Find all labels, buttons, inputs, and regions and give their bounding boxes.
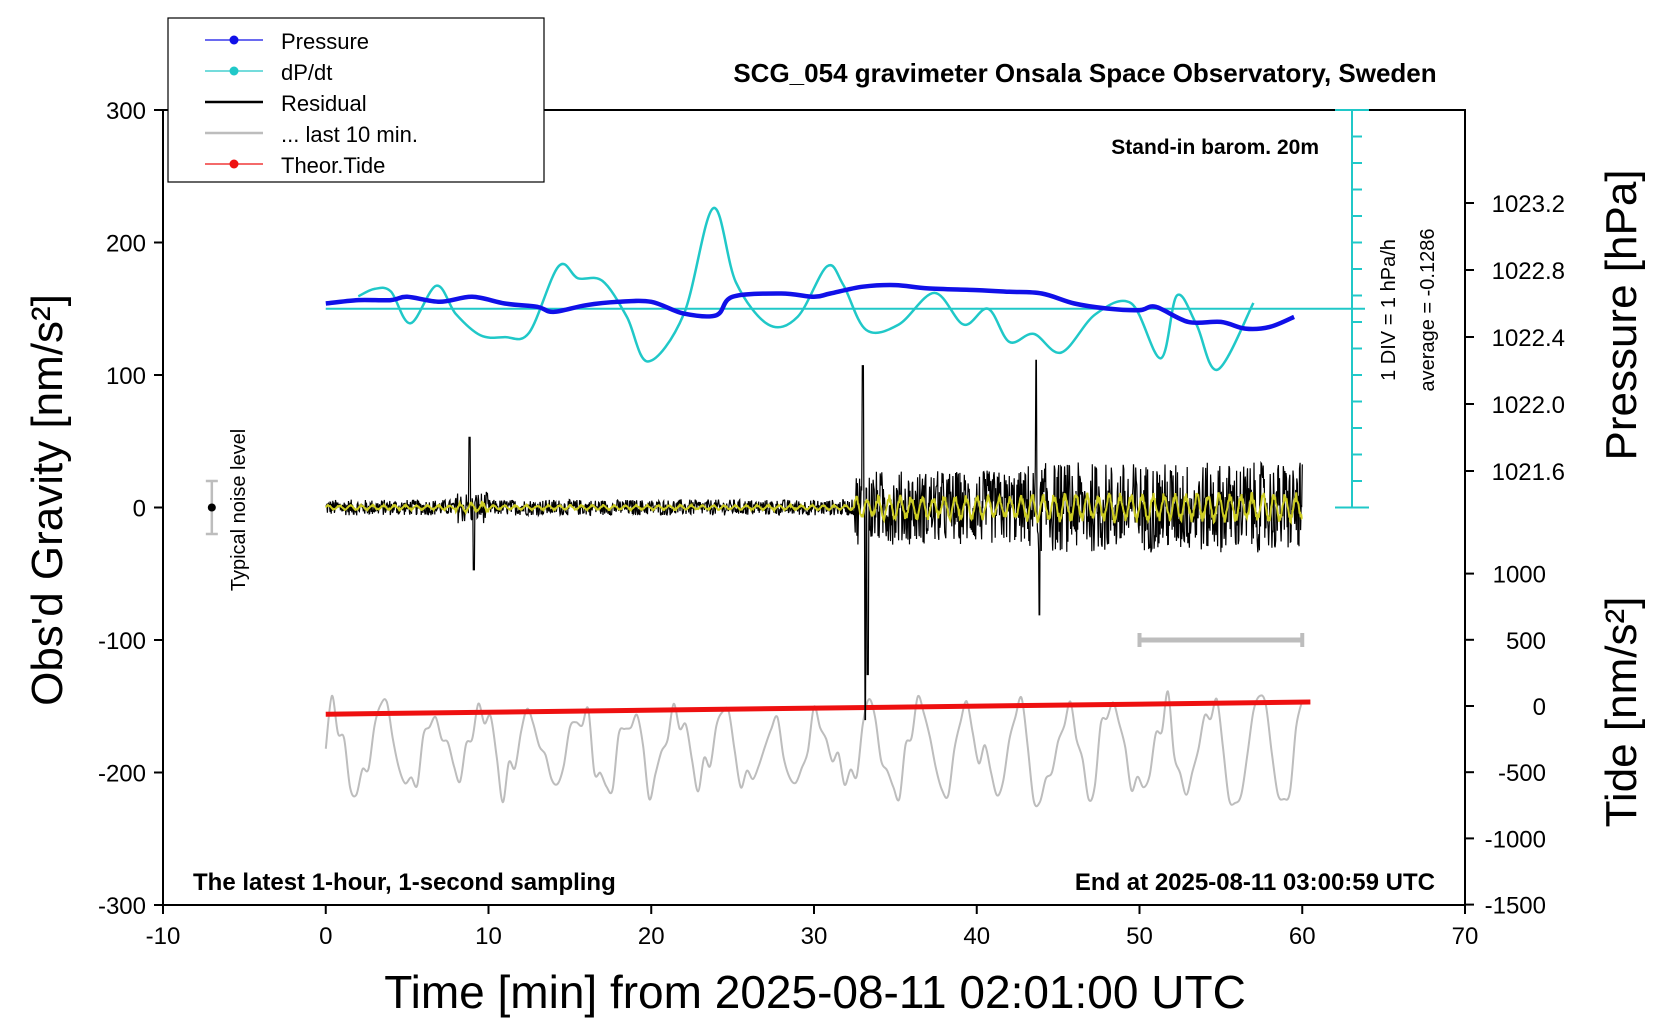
x-tick-label: 20 [638,923,665,950]
y-tick-label: -200 [98,761,146,788]
y-tick-label: -300 [98,893,146,920]
scale-note: 1 DIV = 1 hPa/h [1378,239,1400,381]
noise-label: Typical noise level [228,429,250,591]
dpdt-series [357,207,1255,371]
x-tick-label: 40 [963,923,990,950]
average-note: average = -0.1286 [1417,229,1439,392]
pressure-tick-label: 1022.4 [1492,325,1565,352]
theor-tide-series [325,699,1311,717]
sampling-note: The latest 1-hour, 1-second sampling [193,869,616,896]
x-tick-label: 30 [801,923,828,950]
legend-swatch-marker [229,66,239,76]
legend-box [167,17,545,183]
legend-label: dP/dt [281,60,332,85]
noise-level-marker [205,479,218,536]
pressure-tick-label: 1023.2 [1492,191,1565,218]
y-tick-label: 0 [133,496,146,523]
x-tick-label: 70 [1452,923,1479,950]
tide-axis-label: Tide [nm/s²] [1597,597,1646,828]
left-axis-label: Obs'd Gravity [nm/s²] [23,294,72,706]
end-time-note: End at 2025-08-11 03:00:59 UTC [1075,869,1435,896]
y-tick-label: -100 [98,628,146,655]
pressure-axis-label: Pressure [hPa] [1597,169,1646,460]
tide-tick-label: 1000 [1493,562,1546,589]
x-tick-label: 10 [475,923,502,950]
pressure-axis-ticks: 1021.6 1022.0 1022.4 1022.8 1023.2 [1465,191,1565,486]
legend: Pressure dP/dt Residual ... last 10 min. The… [167,17,545,183]
legend-label: Pressure [281,29,369,54]
noise-dot [207,503,216,512]
pressure-tick-label: 1021.6 [1492,459,1565,486]
x-axis-ticks: -10 0 10 20 30 40 50 60 70 [146,905,1479,950]
x-tick-label: 50 [1126,923,1153,950]
barometer-note: Stand-in barom. 20m [1111,136,1319,159]
residual-smoothed-series [324,491,1303,525]
x-axis-label: Time [min] from 2025-08-11 02:01:00 UTC [384,966,1246,1018]
legend-swatch-marker [229,35,239,45]
legend-label: Residual [281,91,367,116]
tide-tick-label: 0 [1533,694,1546,721]
y-tick-label: 300 [106,98,146,125]
x-tick-label: 60 [1289,923,1316,950]
y-tick-label: 200 [106,231,146,258]
time-scale-bar [1137,633,1305,647]
legend-label: Theor.Tide [281,153,385,178]
left-axis-ticks: -300 -200 -100 0 100 200 300 [98,98,163,920]
x-tick-label: 0 [319,923,332,950]
chart-title: SCG_054 gravimeter Onsala Space Observat… [733,58,1436,88]
tide-tick-label: -500 [1498,760,1546,787]
tide-tick-label: 500 [1506,628,1546,655]
legend-swatch-marker [229,159,239,169]
pressure-tick-label: 1022.0 [1492,392,1565,419]
pressure-series [325,282,1296,332]
tide-tick-label: -1000 [1485,826,1546,853]
tide-tick-label: -1500 [1485,893,1546,920]
pressure-tick-label: 1022.8 [1492,258,1565,285]
x-tick-label: -10 [146,923,181,950]
y-tick-label: 100 [106,363,146,390]
legend-label: ... last 10 min. [281,122,418,147]
tide-axis-ticks: -1500 -1000 -500 0 500 1000 [1465,562,1546,920]
residual-series [325,359,1303,721]
